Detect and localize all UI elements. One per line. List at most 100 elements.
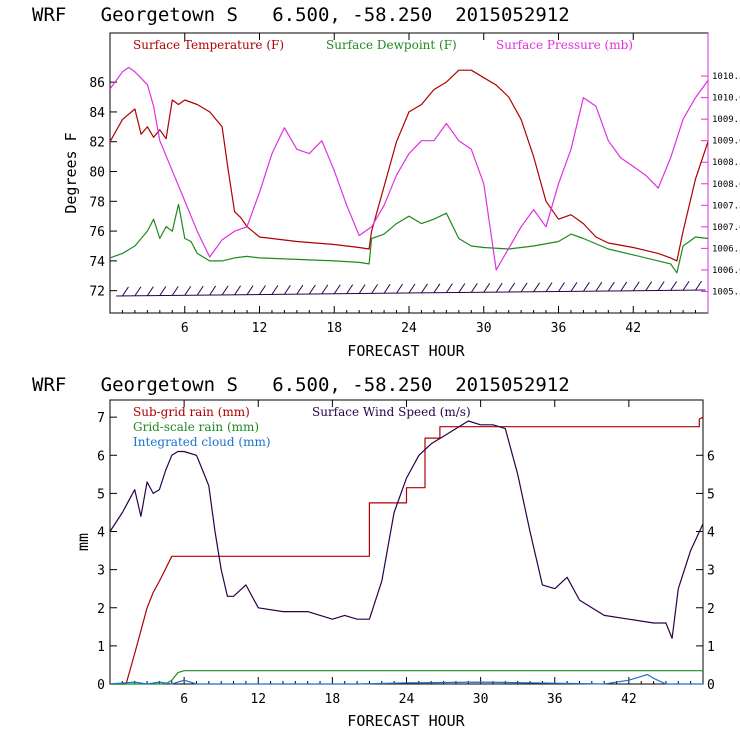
legend-gridscale-rain: Grid-scale rain (mm) <box>133 420 259 434</box>
panel2-legend: Sub-grid rain (mm) Surface Wind Speed (m… <box>133 405 471 449</box>
panel1-right-ticks: 1005.5 1006.0 1006.5 1007.0 1007.5 1008.0 1008… <box>701 72 740 297</box>
wind-barb <box>134 286 142 297</box>
x-tick-label: 12 <box>252 321 268 336</box>
wind-barb <box>308 284 316 295</box>
panel2-series <box>109 416 704 685</box>
wind-barb <box>209 285 217 296</box>
wind-barb <box>146 286 154 296</box>
wind-barb <box>508 282 516 293</box>
y-tick-label: 74 <box>89 255 105 270</box>
wind-barb <box>284 284 291 295</box>
series-surface-temperature-f <box>109 69 709 262</box>
wind-barb <box>421 283 428 294</box>
y-tick-label: 1 <box>97 640 105 655</box>
wind-barb <box>358 284 366 294</box>
right-tick-label: 1008.5 <box>712 158 740 168</box>
panel2-title: WRF Georgetown S 6.500, -58.250 20150529… <box>32 374 570 396</box>
wind-barb <box>682 280 690 291</box>
x-tick-label: 6 <box>180 692 188 707</box>
wind-barb <box>271 285 279 295</box>
legend-subgrid-rain: Sub-grid rain (mm) <box>133 405 250 419</box>
panel2-x-axis-label: FORECAST HOUR <box>347 712 465 730</box>
right-tick-label: 3 <box>707 564 715 579</box>
right-tick-label: 4 <box>707 526 715 541</box>
x-tick-label: 6 <box>181 321 189 336</box>
right-tick-label: 1009.0 <box>712 137 740 147</box>
wind-barb <box>321 284 329 295</box>
legend-surface-dewpoint: Surface Dewpoint (F) <box>326 38 457 52</box>
wind-barb <box>670 281 678 291</box>
panel2-y-axis-label: mm <box>74 533 92 551</box>
right-tick-label: 1005.5 <box>712 287 740 297</box>
panel1-y-ticks: 72 74 76 78 80 82 84 86 <box>89 76 117 300</box>
y-tick-label: 5 <box>97 487 105 502</box>
wind-barb <box>346 284 354 294</box>
precip-wind-panel: WRF Georgetown S 6.500, -58.250 20150529… <box>32 374 715 730</box>
legend-surface-wind-speed: Surface Wind Speed (m/s) <box>312 405 471 419</box>
x-tick-label: 30 <box>473 692 489 707</box>
y-tick-label: 72 <box>89 285 105 300</box>
y-tick-label: 78 <box>89 195 105 210</box>
series-surface-dewpoint-f <box>109 203 709 274</box>
y-tick-label: 76 <box>89 225 105 240</box>
wind-barb <box>470 283 478 293</box>
wind-barb <box>632 281 640 292</box>
panel1-y-axis-label: Degrees F <box>62 132 80 213</box>
y-tick-label: 2 <box>97 602 105 617</box>
panel1-plot-frame <box>109 32 709 314</box>
right-tick-label: 2 <box>707 602 715 617</box>
wind-barb <box>545 282 553 292</box>
series-surface-wind-speed-m-s <box>109 420 704 639</box>
right-tick-label: 1006.0 <box>712 266 740 276</box>
right-tick-label: 6 <box>707 449 715 464</box>
panel2-right-ticks: 0 1 2 3 4 5 6 <box>696 449 715 693</box>
wind-barb <box>445 283 453 293</box>
wind-barb <box>171 286 179 296</box>
y-tick-label: 82 <box>89 136 105 151</box>
wind-barb <box>396 283 403 294</box>
wind-barb <box>645 281 653 291</box>
y-tick-label: 3 <box>97 564 105 579</box>
legend-integrated-cloud: Integrated cloud (mm) <box>133 435 271 449</box>
y-tick-label: 4 <box>97 526 105 541</box>
wind-barb-baseline <box>116 289 706 297</box>
right-tick-label: 1 <box>707 640 715 655</box>
wind-barb <box>234 285 241 296</box>
x-tick-label: 42 <box>625 321 641 336</box>
right-tick-label: 5 <box>707 487 715 502</box>
series-sub-grid-rain-mm <box>110 416 704 685</box>
y-tick-label: 86 <box>89 76 105 91</box>
wind-barb <box>520 282 528 293</box>
wind-barb <box>620 281 628 292</box>
right-tick-label: 1010.0 <box>712 94 740 104</box>
right-tick-label: 1007.5 <box>712 201 740 211</box>
wind-barb <box>122 286 129 297</box>
series-integrated-cloud-mm <box>109 673 703 685</box>
y-tick-label: 80 <box>89 166 105 181</box>
wind-barb <box>458 283 466 293</box>
wind-barb <box>607 281 615 292</box>
x-tick-label: 36 <box>547 692 563 707</box>
wind-barb <box>408 283 416 294</box>
wind-barb <box>259 285 266 295</box>
x-tick-label: 18 <box>325 692 341 707</box>
x-tick-label: 42 <box>621 692 637 707</box>
wind-barb <box>196 285 204 296</box>
wind-barb <box>371 284 379 294</box>
x-tick-label: 30 <box>476 321 492 336</box>
right-tick-label: 1007.0 <box>712 223 740 233</box>
wind-barb <box>221 285 229 296</box>
wind-barb <box>583 281 590 292</box>
x-tick-label: 18 <box>326 321 342 336</box>
right-tick-label: 1006.5 <box>712 244 740 254</box>
series-grid-scale-rain-mm <box>110 670 703 685</box>
panel1-legend: Surface Temperature (F) Surface Dewpoint… <box>133 38 633 52</box>
wind-barb <box>483 282 491 293</box>
x-tick-label: 12 <box>250 692 266 707</box>
wind-barb <box>184 285 192 296</box>
wind-barb <box>695 280 702 291</box>
y-tick-label: 6 <box>97 449 105 464</box>
x-tick-label: 24 <box>401 321 417 336</box>
wind-barb <box>595 281 603 292</box>
